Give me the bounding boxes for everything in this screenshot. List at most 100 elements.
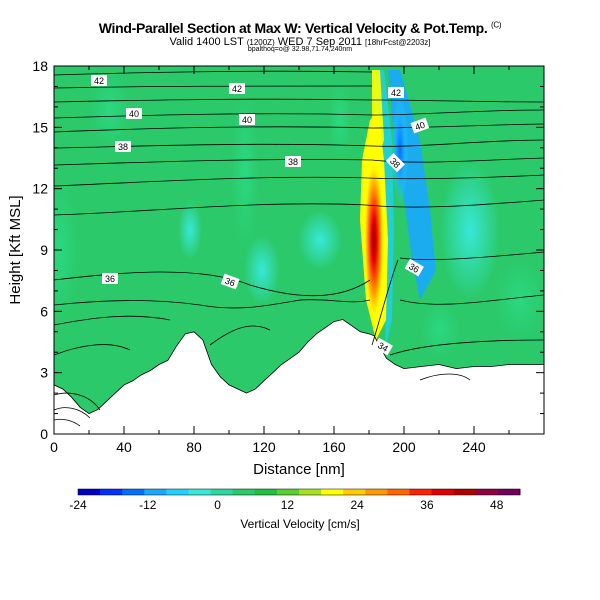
colorbar-swatch [188,489,212,495]
terrain-mask [54,319,544,434]
colorbar-swatch [365,489,388,495]
contour-label-bg [229,83,245,94]
shade-light-3 [231,90,259,250]
contour-label-bg [126,108,142,119]
colorbar-tick-label: 48 [490,498,504,512]
contour-label-text: 34 [376,340,390,354]
theta-line-8 [54,174,544,187]
theta-line-15 [371,259,399,346]
contour-label-text: 36 [224,276,237,289]
core-plume [364,160,384,320]
theta-line-6 [54,139,544,149]
colorbar [77,488,521,496]
contour-label-bg [115,141,131,152]
contour-label: 38 [115,141,131,152]
x-tick-label: 160 [322,439,346,455]
shade-cyan-1 [178,200,202,260]
theta-line-13 [54,315,171,326]
y-tick-label: 9 [40,242,48,258]
contour-label-text: 40 [242,115,252,125]
theta-line-19 [54,392,101,411]
contour-label-bg [220,273,240,290]
y-tick-label: 0 [40,426,48,442]
contour-label-bg [91,75,107,86]
y-tick-label: 12 [32,181,48,197]
contour-label: 42 [388,87,404,98]
colorbar-swatch [166,489,189,495]
colorbar-swatch [475,489,499,495]
contour-label-bg [285,156,301,167]
theta-line-7 [54,157,544,166]
x-axis-title: Distance [nm] [253,461,345,478]
x-tick-label: 40 [116,439,132,455]
colorbar-swatch [210,489,234,495]
contour-label: 36 [102,273,118,284]
colorbar-swatch [409,489,433,495]
x-tick-label: 80 [186,439,202,455]
contour-label-text: 38 [118,142,128,152]
valid-line: Valid 1400 LST (1200Z) WED 7 Sep 2011 [1… [0,36,600,48]
contour-label-bg [385,153,405,173]
copyright-mark: (C) [491,20,502,30]
theta-line-1 [54,70,373,76]
contour-label-bg [239,114,255,125]
theta-line-5 [54,123,544,133]
colorbar-swatch [122,489,145,495]
chart-title-text: Wind-Parallel Section at Max W: Vertical… [98,20,488,36]
valid-time: Valid 1400 LST [169,36,244,48]
shade-light-4 [328,80,352,160]
colorbar-tick-label: 0 [214,498,221,512]
y-tick-label: 3 [40,365,48,381]
theta-line-9 [54,199,544,216]
contour-label: 40 [239,114,255,125]
colorbar-swatch [321,489,344,495]
contour-label-bg [102,273,118,284]
shade-cyan-3 [298,210,342,270]
colorbar-tick-label: 36 [420,498,434,512]
x-tick-label: 120 [252,439,276,455]
shade-cyan-2 [244,235,280,305]
velocity-shading [54,70,544,360]
theta-line-18 [389,339,544,356]
colorbar-swatch [232,489,256,495]
contour-label-text: 36 [105,274,115,284]
contour-label-bg [404,258,424,277]
colorbar-frame [77,488,521,496]
colorbar-swatch [299,489,322,495]
shade-light-6 [420,300,460,360]
contour-label: 38 [285,156,301,167]
colorbar-swatch [100,489,123,495]
x-tick-label: 240 [462,439,486,455]
contour-label-bg [388,87,404,98]
y-tick-label: 15 [32,119,48,135]
theta-line-12 [54,299,371,309]
colorbar-tick-label: -12 [139,498,157,512]
x-tick-label: 0 [50,439,58,455]
y-axis-title: Height [Kft MSL] [7,195,24,304]
colorbar-tick-label: -24 [69,498,87,512]
y-tick-label: 6 [40,303,48,319]
colorbar-swatch [497,489,521,495]
theta-line-14 [399,294,544,305]
colorbar-swatch [453,489,477,495]
colorbar-swatch [78,489,101,495]
contour-label: 36 [404,258,424,277]
colorbar-title: Vertical Velocity [cm/s] [240,517,359,531]
contour-label: 34 [373,337,393,356]
contour-label-text: 40 [414,120,427,133]
theta-contours [54,70,544,427]
valid-date: WED 7 Sep 2011 [277,36,362,48]
theta-line-21 [54,418,81,427]
contour-label: 36 [220,273,240,290]
contour-label-bg [373,337,393,356]
theta-line-20 [54,407,91,419]
theta-line-11 [399,251,544,260]
contour-label-text: 36 [407,261,421,275]
colorbar-tick-label: 12 [281,498,295,512]
valid-zulu: (1200Z) [246,38,275,47]
colorbar-swatch [144,489,167,495]
plot-area [54,66,544,434]
contour-label: 40 [126,108,142,119]
